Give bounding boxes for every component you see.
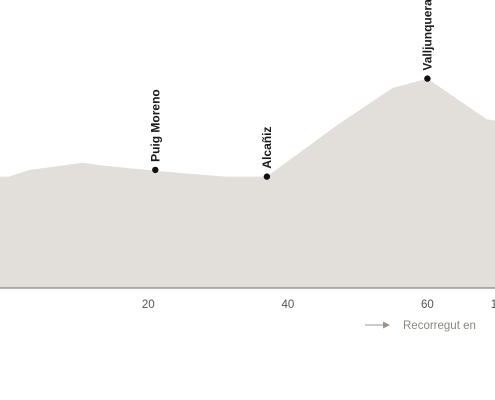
- stop: Puig Moreno: [148, 89, 162, 174]
- elevation-area: [0, 78, 495, 288]
- stops: Puig MorenoAlcañizValljunqueraCretasArne…: [148, 0, 434, 180]
- stop-label: Valljunquera: [420, 0, 434, 71]
- stop-marker: [263, 173, 271, 180]
- stop: Valljunquera: [420, 0, 434, 82]
- stop-marker: [152, 166, 159, 174]
- stop-label: Puig Moreno: [148, 89, 162, 162]
- x-tick-label: 60: [421, 299, 434, 311]
- x-tick-label: 20: [142, 299, 155, 311]
- arrow-icon: [383, 321, 390, 329]
- stop: Alcañiz: [260, 127, 274, 180]
- x-tick-label: 1: [491, 299, 495, 311]
- x-axis-title-group: Recorregut en: [365, 320, 476, 332]
- x-axis-title: Recorregut en: [403, 320, 476, 332]
- stop-marker: [424, 75, 431, 82]
- x-tick-label: 40: [282, 299, 295, 311]
- x-axis-ticks: 204060801001201401: [142, 299, 495, 311]
- stop-label: Alcañiz: [260, 127, 274, 169]
